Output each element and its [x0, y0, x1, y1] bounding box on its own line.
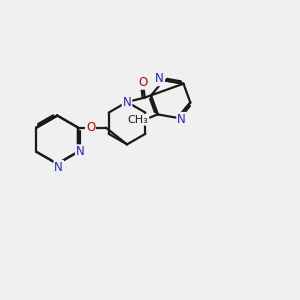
Text: CH₃: CH₃	[128, 115, 148, 125]
Text: N: N	[76, 145, 85, 158]
Text: N: N	[54, 161, 63, 174]
Text: N: N	[123, 95, 131, 109]
Text: O: O	[86, 121, 95, 134]
Text: N: N	[155, 72, 164, 85]
Text: O: O	[139, 76, 148, 89]
Text: N: N	[177, 113, 186, 126]
